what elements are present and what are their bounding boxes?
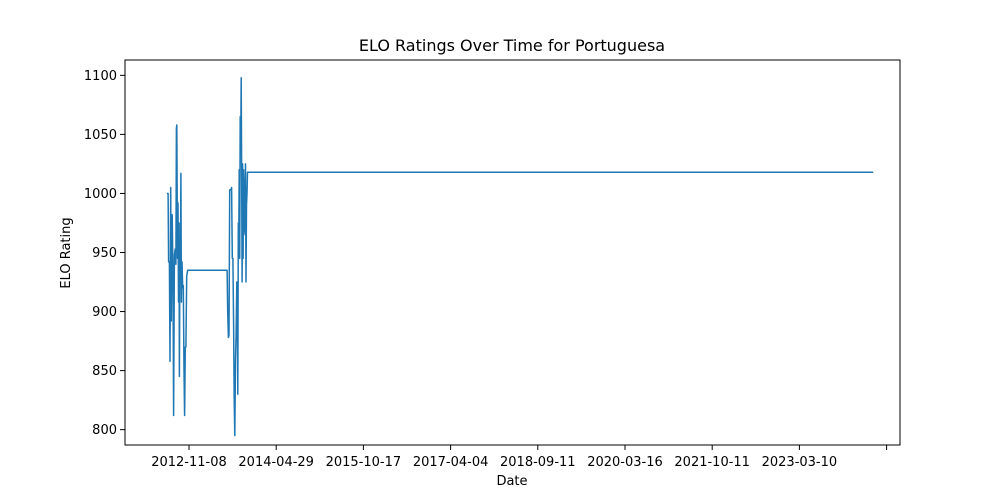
x-tick-label: 2017-04-04 <box>413 455 489 470</box>
x-axis: 2012-11-08 2014-04-29 2015-10-17 2017-04-04… <box>151 445 888 470</box>
x-tick-label: 2012-11-08 <box>151 455 227 470</box>
x-tick-label: 2020-03-16 <box>587 455 663 470</box>
x-tick-label: 2021-10-11 <box>674 455 750 470</box>
y-axis: 800 850 900 950 1000 1050 1100 <box>84 69 125 438</box>
series-layer <box>166 76 874 437</box>
y-tick-label: 800 <box>92 423 117 438</box>
series-line <box>166 76 874 437</box>
y-tick-label: 1000 <box>84 187 117 202</box>
y-tick-label: 850 <box>92 364 117 379</box>
x-tick-label: 2014-04-29 <box>238 455 314 470</box>
y-tick-label: 900 <box>92 305 117 320</box>
x-tick-label: 2023-03-10 <box>762 455 838 470</box>
chart-title: ELO Ratings Over Time for Portuguesa <box>359 36 665 55</box>
x-tick-label: 2018-09-11 <box>500 455 576 470</box>
y-tick-label: 1100 <box>84 69 117 84</box>
y-tick-label: 950 <box>92 246 117 261</box>
y-axis-label: ELO Rating <box>59 217 74 288</box>
y-tick-label: 1050 <box>84 128 117 143</box>
x-axis-label: Date <box>496 474 527 489</box>
x-tick-label: 2015-10-17 <box>326 455 402 470</box>
